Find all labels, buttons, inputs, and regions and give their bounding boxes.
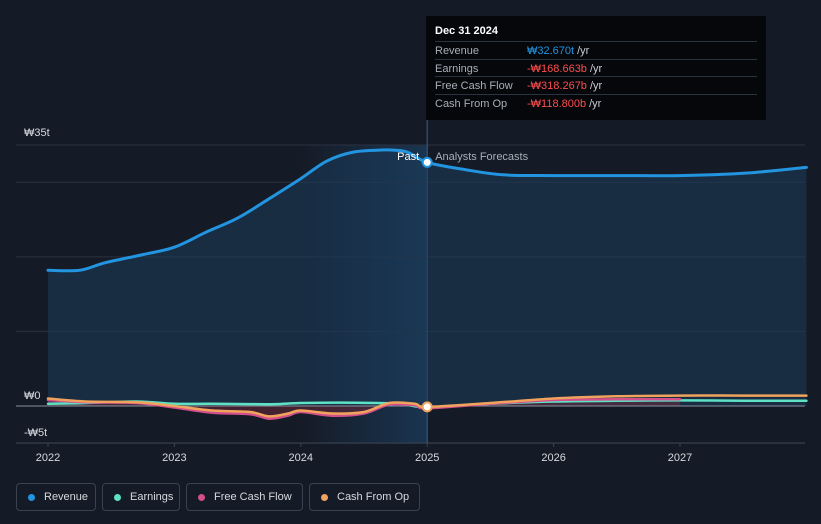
tooltip-row: Revenue ₩32.670t/yr bbox=[435, 41, 757, 59]
revenue-marker bbox=[421, 156, 433, 168]
x-tick-label: 2023 bbox=[162, 452, 186, 464]
tooltip-row-label: Free Cash Flow bbox=[435, 80, 513, 92]
legend-dot-icon bbox=[321, 494, 328, 501]
tooltip-value-number: -₩118.800b bbox=[527, 97, 587, 110]
legend-label: Cash From Op bbox=[337, 491, 410, 503]
legend-item-cash-from-op[interactable]: Cash From Op bbox=[309, 483, 420, 511]
y-tick-label: ₩35t bbox=[24, 127, 50, 139]
revenue-area bbox=[48, 149, 807, 406]
tooltip-row-value: -₩318.267b/yr bbox=[527, 80, 602, 92]
revenue-earnings-chart: Past Analysts Forecasts ₩35t ₩0 -₩5t 2022 2023… bbox=[16, 120, 808, 464]
tooltip-value-number: -₩318.267b bbox=[527, 80, 587, 92]
tooltip-row-value: -₩118.800b/yr bbox=[527, 98, 601, 110]
series-line-revenue bbox=[46, 148, 808, 273]
legend-label: Free Cash Flow bbox=[214, 491, 292, 503]
tooltip-value-number: -₩168.663b bbox=[527, 62, 587, 75]
tooltip-date: Dec 31 2024 bbox=[435, 25, 498, 37]
series-line-cash-from-op bbox=[46, 394, 808, 418]
tooltip-value-unit: /yr bbox=[589, 80, 603, 92]
tooltip-row-label: Earnings bbox=[435, 62, 479, 75]
legend-label: Earnings bbox=[130, 491, 174, 503]
legend-dot-icon bbox=[114, 494, 121, 501]
tooltip-value-unit: /yr bbox=[589, 62, 603, 75]
x-tick-label: 2026 bbox=[541, 452, 565, 464]
x-tick-label: 2025 bbox=[415, 452, 439, 464]
legend-item-free-cash-flow[interactable]: Free Cash Flow bbox=[186, 483, 303, 511]
tooltip-value-number: ₩32.670t bbox=[527, 45, 575, 57]
tooltip-row: Earnings -₩168.663b/yr bbox=[435, 58, 757, 77]
tooltip-row-value: ₩32.670t/yr bbox=[527, 45, 589, 57]
y-tick-label: -₩5t bbox=[24, 427, 47, 439]
legend-item-earnings[interactable]: Earnings bbox=[102, 483, 180, 511]
hover-tooltip: Dec 31 2024 Revenue ₩32.670t/yr Earnings -₩… bbox=[426, 16, 766, 120]
tooltip-row-value: -₩168.663b/yr bbox=[527, 63, 602, 75]
tooltip-row-label: Cash From Op bbox=[435, 97, 508, 110]
x-tick-label: 2022 bbox=[36, 452, 60, 464]
tooltip-row-label: Revenue bbox=[435, 45, 480, 57]
y-tick-label: ₩0 bbox=[24, 390, 41, 402]
tooltip-value-unit: /yr bbox=[577, 45, 590, 57]
x-tick-label: 2027 bbox=[668, 452, 692, 464]
free-cash-flow-area bbox=[48, 399, 680, 419]
tooltip-row: Free Cash Flow -₩318.267b/yr bbox=[435, 76, 757, 94]
past-label: Past bbox=[397, 151, 419, 163]
tooltip-row: Cash From Op -₩118.800b/yr bbox=[435, 93, 757, 112]
tooltip-value-unit: /yr bbox=[589, 97, 602, 110]
x-tick-label: 2024 bbox=[289, 452, 313, 464]
forecast-label: Analysts Forecasts bbox=[435, 151, 528, 163]
cash-from-op-marker bbox=[421, 401, 433, 413]
series-line-earnings bbox=[46, 399, 808, 409]
legend-dot-icon bbox=[28, 494, 35, 501]
legend-item-revenue[interactable]: Revenue bbox=[16, 483, 96, 511]
legend-dot-icon bbox=[198, 494, 205, 501]
legend-label: Revenue bbox=[44, 491, 89, 503]
